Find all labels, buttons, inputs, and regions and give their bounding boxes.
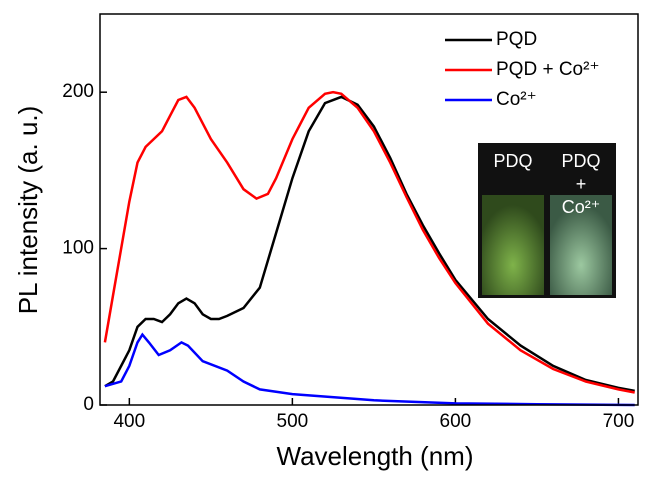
inset-label: PDQ (493, 151, 532, 171)
inset-label: + (576, 174, 587, 194)
x-tick-label: 700 (603, 411, 635, 432)
y-tick-label: 100 (62, 238, 94, 259)
legend-label: PQD (496, 29, 537, 50)
x-tick-label: 400 (113, 411, 145, 432)
x-tick-label: 500 (277, 411, 309, 432)
x-tick-label: 600 (440, 411, 472, 432)
y-tick-label: 200 (62, 81, 94, 102)
legend-label: Co²⁺ (496, 89, 537, 110)
series-line (103, 90, 635, 394)
inset-photo: PDQ PDQ + Co²⁺ (478, 143, 616, 298)
inset-label: Co²⁺ (562, 197, 601, 217)
y-axis-label: PL intensity (a. u.) (13, 106, 43, 315)
y-tick-label: 0 (83, 394, 94, 415)
x-axis-label: Wavelength (nm) (277, 441, 474, 471)
plot-frame (99, 13, 639, 406)
legend-label: PQD + Co²⁺ (496, 59, 599, 80)
inset-label: PDQ (561, 151, 600, 171)
series-line (104, 95, 635, 393)
series-line (104, 332, 635, 407)
